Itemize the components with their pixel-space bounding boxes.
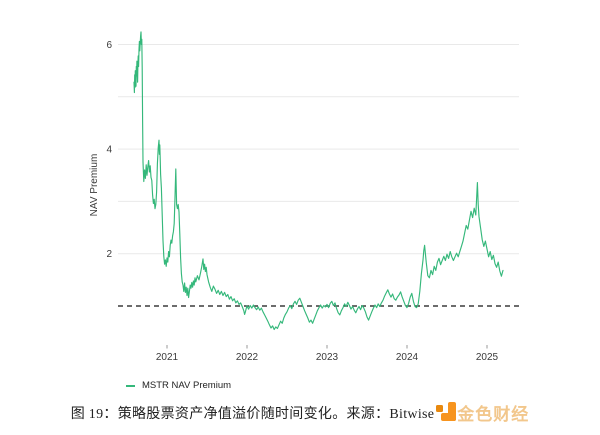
- chart-legend: MSTR NAV Premium: [126, 380, 231, 391]
- series-line: [133, 31, 504, 331]
- x-tick-label: 2024: [396, 352, 419, 363]
- jinse-finance-logo: 金色财经: [436, 400, 529, 425]
- y-tick-label: 2: [106, 249, 112, 260]
- legend-line-swatch: [126, 384, 135, 387]
- y-axis-title: NAV Premium: [89, 154, 100, 217]
- jinse-logo-icon: [436, 402, 457, 423]
- x-tick-label: 2025: [476, 352, 499, 363]
- x-tick-label: 2021: [156, 352, 179, 363]
- logo-vertical-block: [448, 402, 457, 421]
- jinse-logo-text: 金色财经: [457, 405, 530, 424]
- legend-label: MSTR NAV Premium: [142, 380, 232, 391]
- y-tick-label: 6: [106, 40, 112, 51]
- logo-horizontal-block: [441, 413, 457, 421]
- y-tick-label: 4: [106, 145, 112, 156]
- caption-row: 图 19：策略股票资产净值溢价随时间变化。来源：Bitwise 金色财经: [0, 400, 600, 425]
- figure-caption: 图 19：策略股票资产净值溢价随时间变化。来源：Bitwise: [70, 406, 435, 422]
- logo-square-block: [436, 405, 444, 412]
- x-tick-label: 2022: [236, 352, 259, 363]
- x-tick-label: 2023: [316, 352, 339, 363]
- nav-premium-chart: 2 4 6 2021 2022 2023 2024 2025 NAV Premium: [89, 31, 519, 363]
